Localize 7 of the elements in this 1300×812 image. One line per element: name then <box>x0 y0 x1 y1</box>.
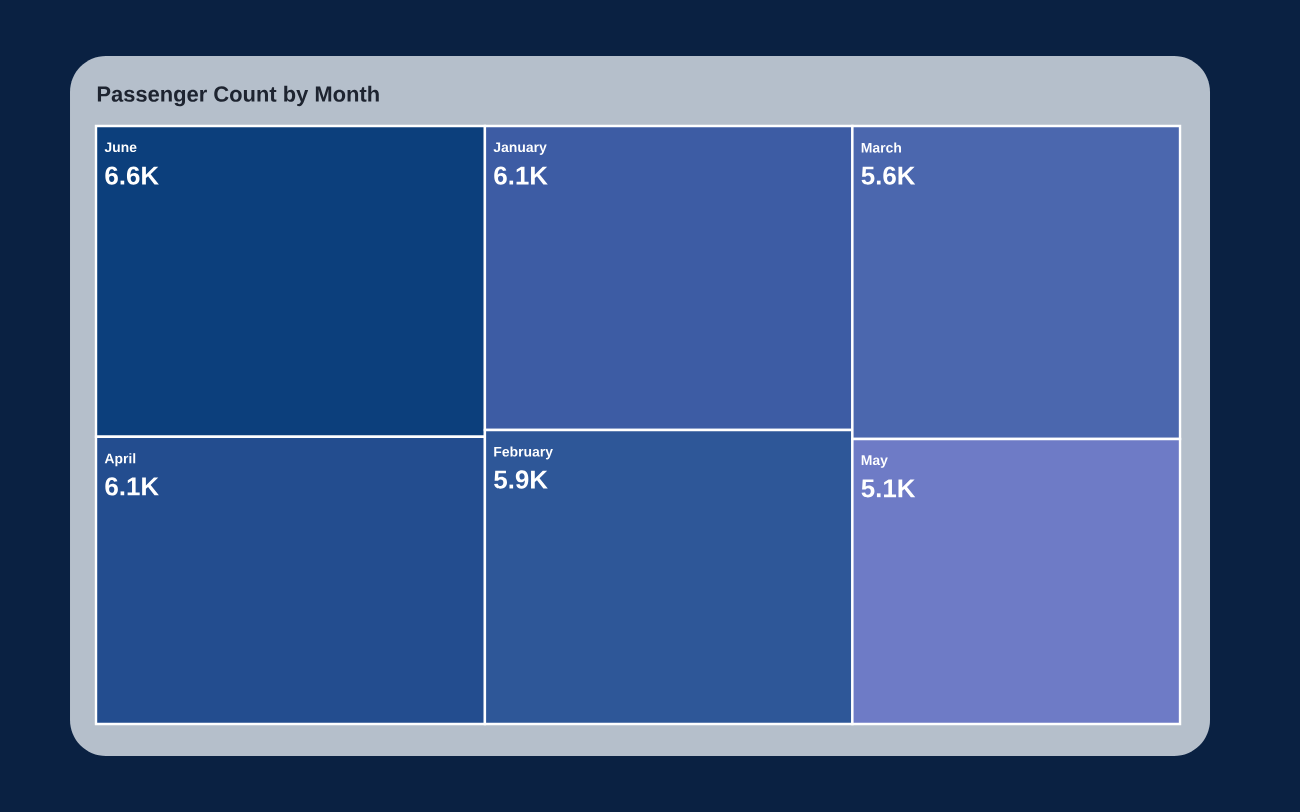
data-label: 5.1K <box>861 479 916 498</box>
data-label: 6.1K <box>105 477 159 496</box>
data-label: 6.1K <box>494 166 548 185</box>
data-label: 6.6K <box>105 166 159 185</box>
data-label: 5.9K <box>494 470 548 489</box>
text: Passenger Count by Month <box>97 85 379 107</box>
data-label: 5.6K <box>861 166 916 185</box>
